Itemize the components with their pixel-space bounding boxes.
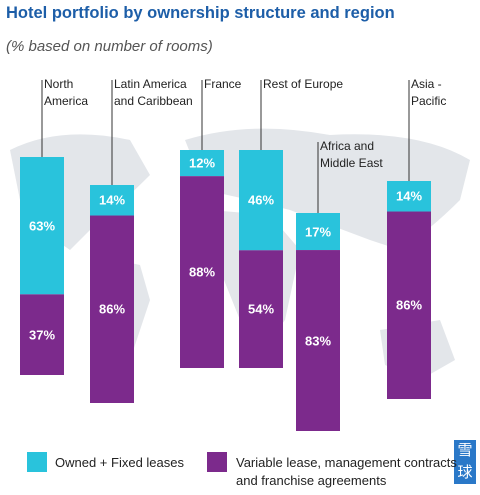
category-label: France	[204, 77, 242, 91]
chart-title: Hotel portfolio by ownership structure a…	[6, 4, 395, 22]
bar-segment	[387, 181, 431, 212]
chart-subtitle: (% based on number of rooms)	[6, 38, 213, 55]
value-label: 54%	[247, 301, 275, 317]
category-label: Rest of Europe	[263, 77, 344, 91]
bar-segment	[296, 250, 340, 431]
category-label: North America	[44, 77, 89, 108]
bar-segment	[20, 157, 64, 295]
value-label: 88%	[188, 264, 216, 280]
category-label: Asia - Pacific	[411, 77, 447, 108]
bar-segment	[180, 176, 224, 368]
value-label: 83%	[304, 333, 332, 349]
bar-segment	[296, 213, 340, 251]
value-label: 12%	[188, 155, 216, 171]
value-label: 63%	[28, 218, 56, 234]
category-label: Latin America and Caribbean	[114, 77, 193, 108]
legend-label: Variable lease, management contracts and…	[236, 455, 457, 488]
legend-label: Owned + Fixed leases	[55, 455, 184, 470]
bar-segment	[20, 294, 64, 375]
bar-segment	[90, 185, 134, 216]
watermark: 雪球	[454, 440, 476, 484]
value-label: 46%	[247, 192, 275, 208]
value-label: 86%	[98, 301, 126, 317]
value-label: 14%	[98, 192, 126, 208]
bar-segment	[239, 150, 283, 251]
bar-segment	[90, 215, 134, 403]
bar-segment	[387, 211, 431, 399]
bar-segment	[239, 250, 283, 368]
value-label: 14%	[395, 188, 423, 204]
legend-swatch	[207, 452, 227, 472]
category-label: Africa and Middle East	[320, 139, 383, 170]
bar-segment	[180, 150, 224, 177]
value-label: 37%	[28, 327, 56, 343]
legend-swatch	[27, 452, 47, 472]
value-label: 86%	[395, 297, 423, 313]
value-label: 17%	[304, 224, 332, 240]
